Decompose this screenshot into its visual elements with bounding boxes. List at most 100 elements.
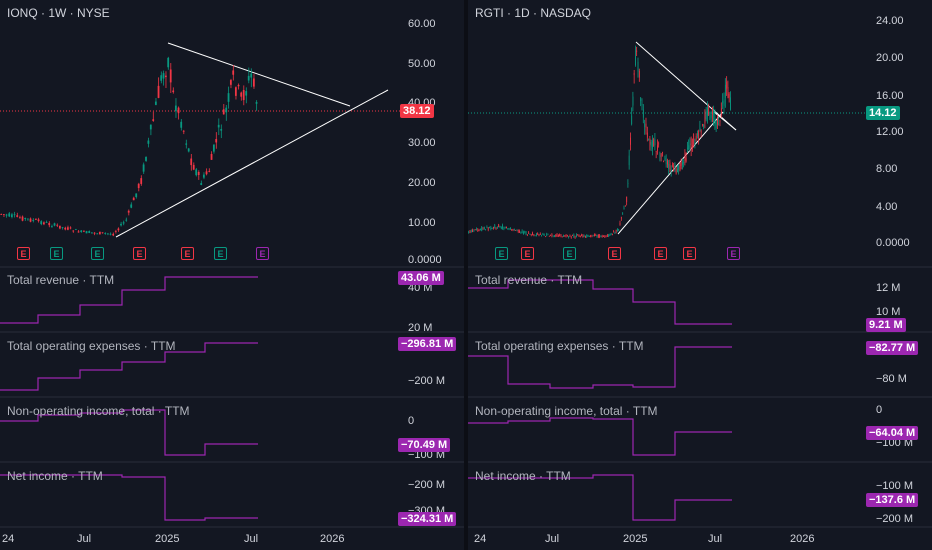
indicator-tick: −100 M	[876, 437, 913, 449]
candle-body	[600, 235, 602, 238]
candle-body	[26, 218, 29, 220]
earnings-icon[interactable]: E	[608, 247, 621, 260]
upper-trendline[interactable]	[635, 41, 737, 131]
candle-body	[597, 235, 599, 238]
candle-body	[576, 234, 577, 237]
candle-body	[702, 124, 703, 126]
candle-body	[610, 233, 612, 235]
candle-body	[242, 90, 245, 101]
candle-body	[117, 228, 120, 231]
candle-body	[587, 234, 589, 237]
candle-body	[713, 110, 715, 124]
candle-body	[652, 140, 653, 149]
lower-trendline[interactable]	[617, 111, 724, 235]
chart-pane-ionq[interactable]: IONQ · 1W · NYSE 60.00 50.00 40.00 30.00…	[0, 0, 464, 550]
earnings-icon[interactable]: E	[17, 247, 30, 260]
indicator-label-opex[interactable]: Total operating expenses · TTM	[7, 339, 176, 353]
candle-body	[74, 229, 77, 230]
lower-trendline[interactable]	[115, 89, 389, 238]
candle-body	[543, 234, 545, 236]
earnings-icon[interactable]: E	[654, 247, 667, 260]
candle-body	[229, 80, 232, 85]
candle-body	[523, 232, 524, 234]
candle-body	[106, 233, 109, 235]
indicator-label-revenue[interactable]: Total revenue · TTM	[475, 273, 583, 287]
candle-body	[582, 234, 584, 238]
earnings-icon[interactable]: E	[563, 247, 576, 260]
earnings-icon[interactable]: E	[133, 247, 146, 260]
earnings-icon[interactable]: E	[521, 247, 534, 260]
indicator-value-badge: −137.6 M	[866, 493, 919, 507]
rgti-symbol-title[interactable]: RGTI · 1D · NASDAQ	[475, 6, 592, 20]
candle-body	[255, 102, 258, 104]
indicator-label-netincome[interactable]: Net income · TTM	[475, 469, 571, 483]
candle-body	[697, 133, 698, 136]
candle-body	[663, 161, 665, 163]
candle-body	[185, 143, 188, 145]
earnings-icon[interactable]: E	[495, 247, 508, 260]
indicator-label-netincome[interactable]: Net income · TTM	[7, 469, 103, 483]
earnings-icon[interactable]: E	[214, 247, 227, 260]
candle-body	[640, 97, 642, 102]
candle-body	[486, 226, 488, 228]
candle-body	[16, 215, 19, 217]
candle-body	[34, 219, 37, 221]
candle-body	[515, 230, 517, 231]
time-tick: 24	[474, 533, 487, 545]
rgti-chart-canvas[interactable]	[468, 0, 932, 550]
indicator-label-nonop[interactable]: Non-operating income, total · TTM	[7, 404, 190, 418]
indicator-tick: 40 M	[408, 282, 433, 294]
candle-body	[482, 228, 484, 230]
candle-body	[169, 69, 172, 83]
candle-body	[613, 231, 615, 232]
earnings-icon[interactable]: E	[50, 247, 63, 260]
indicator-label-opex[interactable]: Total operating expenses · TTM	[475, 339, 644, 353]
chart-pane-rgti[interactable]: RGTI · 1D · NASDAQ 24.00 20.00 16.00 12.…	[468, 0, 932, 550]
candle-body	[53, 223, 56, 226]
candle-body	[703, 125, 705, 127]
earnings-icon[interactable]: E	[181, 247, 194, 260]
earnings-icon[interactable]: E	[91, 247, 104, 260]
candle-body	[717, 118, 718, 125]
candle-body	[560, 234, 562, 237]
price-tick: 0.0000	[876, 237, 910, 249]
candle-body	[546, 233, 548, 236]
candle-body	[609, 234, 611, 236]
candle-body	[687, 147, 688, 149]
candle-body	[561, 236, 563, 238]
indicator-label-nonop[interactable]: Non-operating income, total · TTM	[475, 404, 658, 418]
price-tick: 50.00	[408, 58, 436, 70]
candle-body	[135, 193, 138, 198]
earnings-icon[interactable]: E	[256, 247, 269, 260]
candle-body	[66, 227, 69, 230]
candle-body	[499, 225, 501, 227]
candle-body	[496, 226, 498, 228]
indicator-tick: −100 M	[408, 449, 445, 461]
indicator-tick: −200 M	[876, 513, 913, 525]
candle-body	[40, 221, 43, 225]
earnings-icon[interactable]: E	[727, 247, 740, 260]
candle-body	[225, 107, 228, 113]
ionq-symbol-title[interactable]: IONQ · 1W · NYSE	[7, 6, 110, 20]
upper-trendline[interactable]	[167, 42, 351, 107]
candle-body	[648, 139, 650, 141]
indicator-label-revenue[interactable]: Total revenue · TTM	[7, 273, 115, 287]
ionq-chart-canvas[interactable]	[0, 0, 464, 550]
candle-body	[524, 231, 526, 233]
candle-body	[240, 92, 243, 97]
candle-body	[80, 230, 83, 232]
candle-body	[120, 223, 122, 226]
indicator-tick: −100 M	[876, 480, 913, 492]
candle-body	[679, 163, 681, 172]
candle-body	[588, 235, 590, 237]
candle-body	[680, 160, 682, 167]
candle-body	[583, 235, 585, 238]
candle-body	[13, 214, 16, 216]
ionq-candles	[0, 56, 258, 237]
candle-body	[689, 143, 691, 146]
candle-body	[208, 170, 211, 172]
earnings-icon[interactable]: E	[683, 247, 696, 260]
candle-body	[730, 97, 731, 110]
pane-divider[interactable]	[464, 0, 468, 550]
candle-body	[620, 217, 622, 219]
